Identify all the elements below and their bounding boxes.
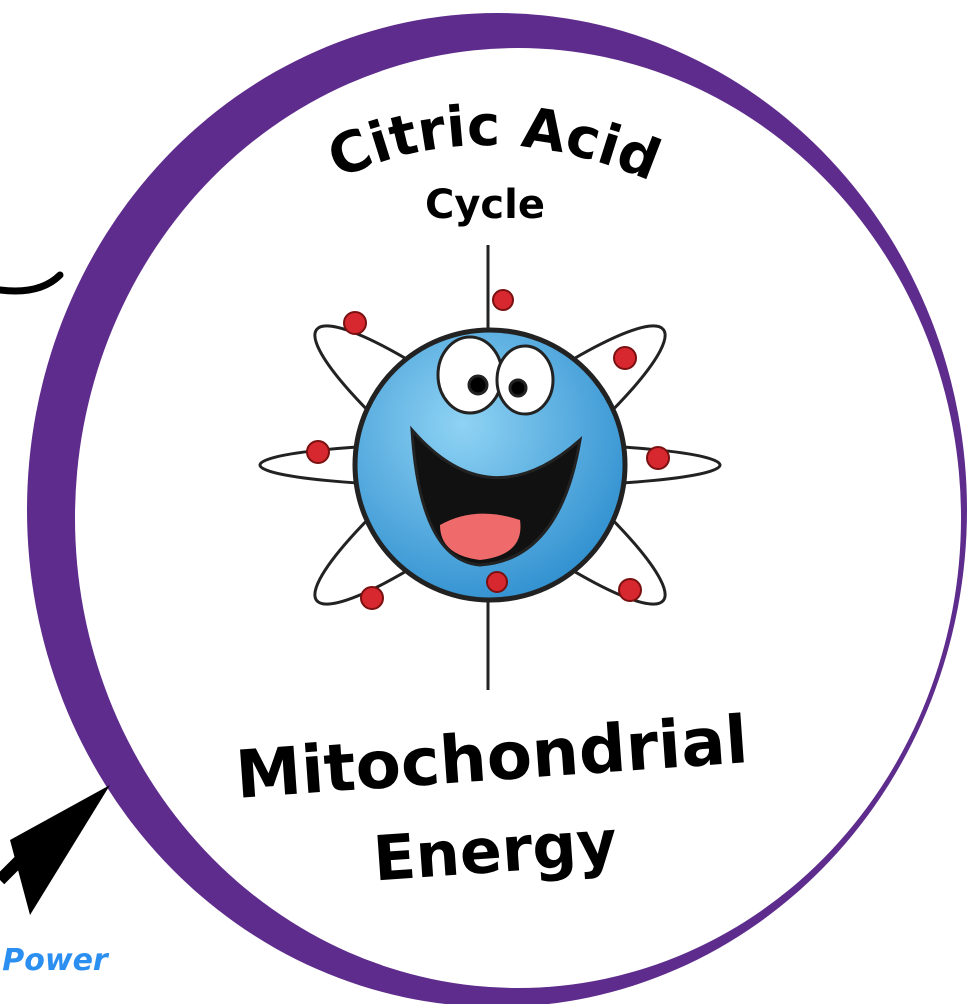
illustration: Power Citric Acid Cycle Mitochondrial En… — [0, 0, 971, 1004]
side-label: Power — [2, 943, 110, 978]
arrow-curve — [0, 275, 60, 291]
arrow-head — [10, 785, 110, 915]
subtitle: Cycle — [425, 182, 545, 228]
page: {"header": {"arc_title": "Citric Acid", … — [0, 0, 971, 1004]
